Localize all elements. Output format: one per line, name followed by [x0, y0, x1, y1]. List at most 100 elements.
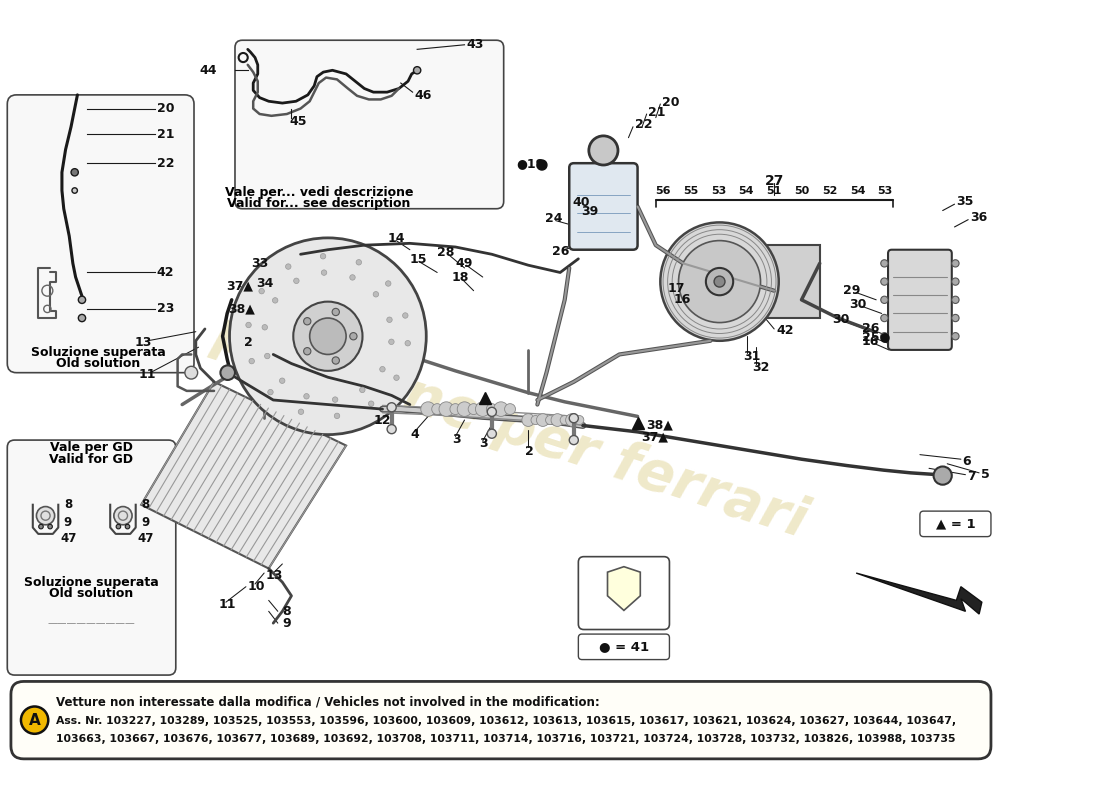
Text: 22: 22 [156, 157, 174, 170]
Text: ● = 41: ● = 41 [598, 640, 649, 654]
Text: 11: 11 [219, 598, 236, 611]
Circle shape [267, 390, 273, 395]
Text: 28: 28 [437, 246, 454, 259]
Text: 21: 21 [156, 127, 174, 141]
Text: 31: 31 [744, 350, 760, 362]
Text: 53: 53 [878, 186, 893, 197]
Text: 8: 8 [64, 498, 72, 511]
Text: 55: 55 [683, 186, 698, 197]
Text: Soluzione superata: Soluzione superata [31, 346, 166, 359]
Text: 56: 56 [656, 186, 671, 197]
Circle shape [387, 317, 393, 322]
Circle shape [320, 254, 326, 259]
Text: 37▲: 37▲ [641, 430, 668, 443]
Text: 22: 22 [635, 118, 652, 131]
Text: 2: 2 [525, 445, 533, 458]
Text: 20: 20 [156, 102, 174, 115]
Circle shape [414, 66, 421, 74]
Circle shape [421, 402, 436, 416]
Circle shape [450, 404, 461, 414]
Text: 33: 33 [252, 257, 268, 270]
Text: 17: 17 [668, 282, 685, 295]
Circle shape [660, 222, 779, 341]
Text: 8: 8 [283, 605, 292, 618]
Text: 26: 26 [861, 322, 879, 335]
Circle shape [394, 375, 399, 381]
Circle shape [952, 260, 959, 267]
Text: 42: 42 [776, 324, 793, 338]
Circle shape [304, 347, 311, 355]
Circle shape [494, 402, 508, 416]
Circle shape [262, 325, 267, 330]
Circle shape [385, 281, 390, 286]
Text: 27: 27 [764, 174, 784, 189]
Circle shape [78, 296, 86, 303]
Circle shape [706, 268, 734, 295]
Text: 34: 34 [256, 277, 273, 290]
FancyBboxPatch shape [8, 440, 176, 675]
Circle shape [537, 414, 549, 426]
Circle shape [487, 407, 496, 416]
Circle shape [574, 415, 584, 425]
Text: 46: 46 [415, 90, 432, 102]
Circle shape [531, 415, 540, 425]
Circle shape [294, 278, 299, 283]
Circle shape [332, 357, 340, 364]
Text: 3: 3 [452, 433, 461, 446]
Circle shape [952, 278, 959, 286]
Text: 4: 4 [410, 428, 419, 441]
Text: 29: 29 [844, 284, 861, 298]
Circle shape [679, 241, 760, 322]
Circle shape [521, 414, 535, 426]
Text: 23: 23 [156, 302, 174, 315]
Circle shape [310, 318, 346, 354]
Text: 9: 9 [64, 517, 72, 530]
Circle shape [286, 264, 292, 270]
Circle shape [298, 409, 304, 414]
Text: A: A [29, 713, 41, 728]
Circle shape [230, 238, 427, 434]
Circle shape [294, 302, 363, 371]
Circle shape [570, 414, 579, 422]
Circle shape [220, 366, 235, 380]
Circle shape [560, 415, 570, 425]
Text: 13: 13 [135, 336, 152, 349]
Text: 43: 43 [466, 38, 484, 51]
Circle shape [379, 366, 385, 372]
Circle shape [39, 524, 43, 529]
Text: 36: 36 [970, 211, 988, 224]
Text: 2: 2 [244, 336, 253, 349]
Circle shape [403, 313, 408, 318]
Circle shape [505, 404, 516, 414]
Text: 21: 21 [649, 106, 666, 118]
Text: 42: 42 [156, 266, 174, 279]
Text: 54: 54 [739, 186, 755, 197]
Circle shape [304, 394, 309, 399]
Circle shape [332, 397, 338, 402]
Text: 54: 54 [850, 186, 866, 197]
FancyBboxPatch shape [8, 95, 194, 373]
Circle shape [279, 378, 285, 383]
Text: 12: 12 [373, 414, 390, 426]
Text: 103663, 103667, 103676, 103677, 103689, 103692, 103708, 103711, 103714, 103716, : 103663, 103667, 103676, 103677, 103689, … [56, 734, 956, 744]
Circle shape [21, 706, 48, 734]
Circle shape [334, 413, 340, 418]
Text: Valid for... see description: Valid for... see description [227, 197, 410, 210]
Circle shape [551, 414, 564, 426]
Text: passione per ferrari: passione per ferrari [206, 306, 814, 549]
Text: 5: 5 [981, 468, 990, 481]
Circle shape [258, 289, 264, 294]
Circle shape [439, 402, 453, 416]
Text: 26: 26 [552, 245, 570, 258]
Text: Vale per GD: Vale per GD [50, 441, 132, 454]
Text: 44: 44 [199, 64, 217, 77]
Text: 11: 11 [139, 368, 156, 381]
Circle shape [185, 366, 198, 379]
Circle shape [486, 404, 497, 414]
Circle shape [952, 333, 959, 340]
Text: 15: 15 [410, 254, 428, 266]
FancyBboxPatch shape [11, 682, 991, 759]
Circle shape [431, 404, 442, 414]
Circle shape [565, 414, 579, 426]
Polygon shape [856, 573, 982, 614]
